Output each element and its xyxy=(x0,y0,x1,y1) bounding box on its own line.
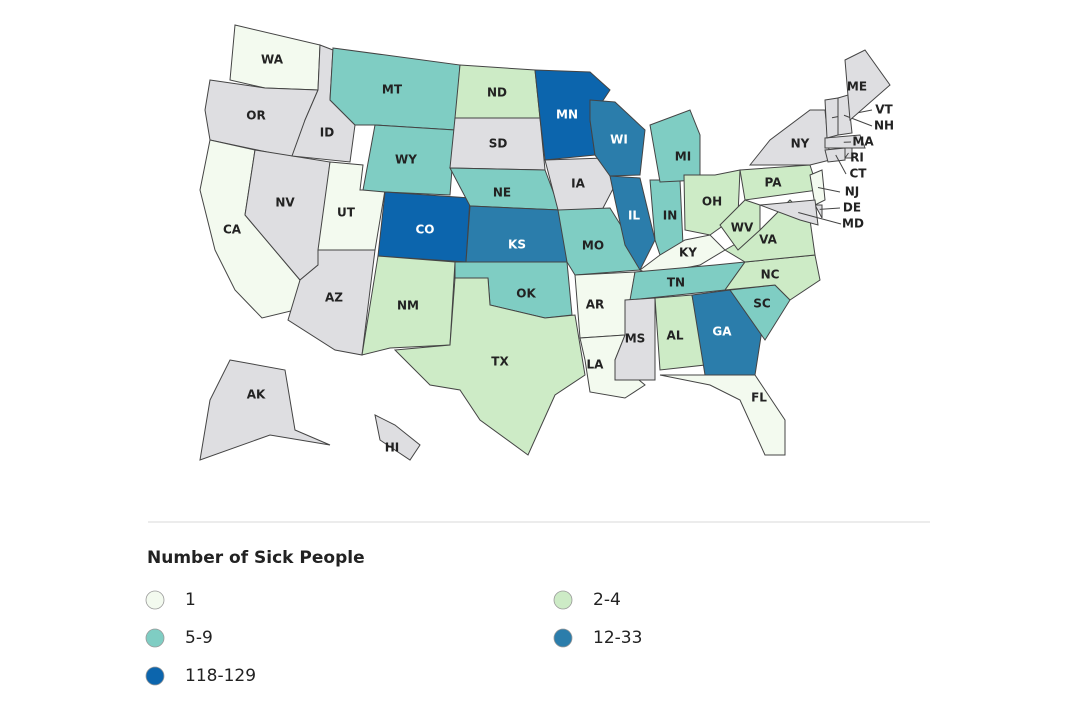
state-label: NV xyxy=(275,196,295,210)
legend-label: 2-4 xyxy=(593,590,621,610)
state xyxy=(287,249,376,356)
state xyxy=(844,49,891,122)
legend: 1 2-4 5-9 12-33 118-129 xyxy=(145,590,642,686)
state-label: RI xyxy=(850,151,864,165)
leader-line xyxy=(843,114,873,127)
legend-swatch xyxy=(145,666,165,686)
legend-title: Number of Sick People xyxy=(147,548,365,568)
state-label: IL xyxy=(628,209,640,223)
state-label: ND xyxy=(487,86,507,100)
state xyxy=(748,109,831,166)
legend-label: 5-9 xyxy=(185,628,213,648)
state-label: NC xyxy=(761,268,780,282)
legend-label: 118-129 xyxy=(185,666,256,686)
state-label: MO xyxy=(582,239,604,253)
state xyxy=(814,204,823,219)
state xyxy=(465,205,568,263)
state-label: MA xyxy=(852,135,874,149)
legend-label: 12-33 xyxy=(593,628,642,648)
state-label: CT xyxy=(850,167,868,181)
legend-swatch xyxy=(553,590,573,610)
state-label: HI xyxy=(385,441,400,455)
state-label: AL xyxy=(667,329,684,343)
state-label: TX xyxy=(491,355,509,369)
state xyxy=(393,277,586,456)
legend-label: 1 xyxy=(185,590,196,610)
state xyxy=(809,169,826,206)
state xyxy=(824,97,839,139)
state-label: WI xyxy=(610,133,628,147)
state-label: TN xyxy=(667,276,685,290)
state xyxy=(362,124,456,196)
state xyxy=(719,199,761,251)
state-label: OK xyxy=(516,287,536,301)
state-label: MS xyxy=(625,332,646,346)
leader-line xyxy=(798,212,842,225)
state-label: DE xyxy=(843,201,861,215)
state-label: KY xyxy=(679,246,697,260)
state-label: AK xyxy=(247,388,266,402)
state-label: FL xyxy=(751,391,767,405)
state xyxy=(824,147,846,163)
state-label: OR xyxy=(246,109,265,123)
state xyxy=(589,99,646,177)
state-label: LA xyxy=(587,358,605,372)
state-label: ID xyxy=(320,126,334,140)
state-label: MI xyxy=(675,150,691,164)
state xyxy=(199,359,331,461)
state xyxy=(544,157,616,211)
state-label: AZ xyxy=(325,291,343,305)
leader-line xyxy=(835,154,847,175)
state-label: IA xyxy=(571,177,585,191)
state-label: NM xyxy=(397,299,419,313)
state xyxy=(374,414,421,461)
state xyxy=(659,374,786,456)
leader-line xyxy=(817,187,841,193)
legend-swatch xyxy=(553,628,573,648)
state-label: MT xyxy=(382,83,403,97)
legend-swatch xyxy=(145,628,165,648)
state-label: VT xyxy=(875,103,893,117)
us-map: WA OR CA NV ID UT AZ MT WY CO NM ND SD NE KS OK TX MN IA MO… xyxy=(199,24,894,461)
state-label: NY xyxy=(791,137,810,151)
state-label: CA xyxy=(223,223,242,237)
state-label: OH xyxy=(702,195,722,209)
state-label: WY xyxy=(395,153,417,167)
state-label: SC xyxy=(753,297,771,311)
leader-line xyxy=(819,207,841,210)
state-label: NE xyxy=(493,186,511,200)
state xyxy=(361,255,456,356)
state xyxy=(649,109,701,183)
state-label: MD xyxy=(842,217,864,231)
state xyxy=(759,199,819,226)
state-label: PA xyxy=(765,176,783,190)
state-label: IN xyxy=(663,209,678,223)
legend-swatch xyxy=(145,590,165,610)
state-label: MN xyxy=(556,108,578,122)
state-label: AR xyxy=(586,298,605,312)
state-label: WV xyxy=(731,221,754,235)
state-label: KS xyxy=(508,238,526,252)
state-label: NH xyxy=(874,119,894,133)
state-label: VA xyxy=(759,233,777,247)
state-label: UT xyxy=(337,206,356,220)
leader-line xyxy=(844,152,849,159)
state-label: NJ xyxy=(845,185,860,199)
state-label: SD xyxy=(489,137,508,151)
state-label: CO xyxy=(415,223,434,237)
state-label: WA xyxy=(261,53,284,67)
state-label: GA xyxy=(712,325,732,339)
state-label: ME xyxy=(847,80,867,94)
state xyxy=(824,134,866,149)
